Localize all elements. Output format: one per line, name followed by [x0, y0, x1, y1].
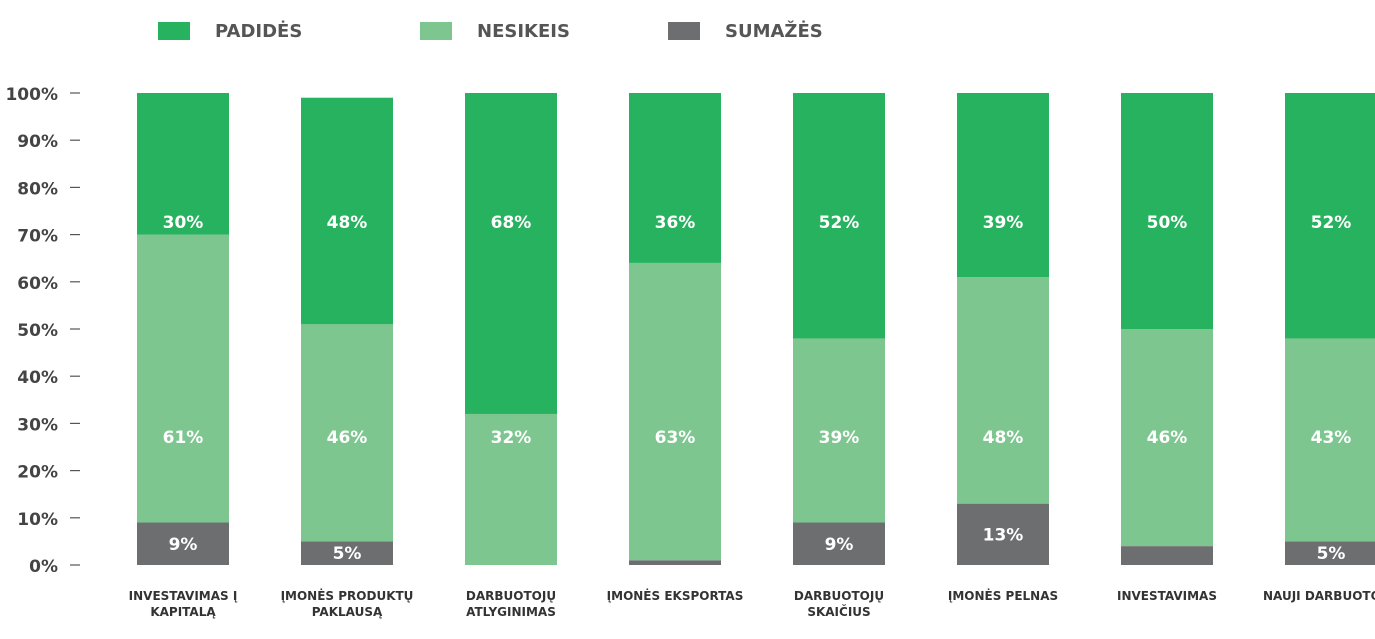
- bar-segment: [465, 93, 557, 414]
- y-tick-label: 60%: [17, 274, 58, 294]
- data-label: 63%: [655, 428, 696, 448]
- legend-swatch: [158, 22, 190, 40]
- data-label: 68%: [491, 213, 532, 233]
- bar-segment: [629, 262, 721, 561]
- legend-label: PADIDĖS: [215, 20, 302, 42]
- bar-segment: [137, 234, 229, 523]
- bar-segment: [793, 338, 885, 523]
- data-label: 52%: [1311, 213, 1352, 233]
- x-tick-label: NAUJI DARBUOTOJAI: [1263, 589, 1375, 603]
- data-label: 50%: [1147, 213, 1188, 233]
- y-tick-label: 80%: [17, 179, 58, 199]
- bar-segment: [793, 93, 885, 339]
- data-label: 46%: [1147, 428, 1188, 448]
- bar-segment: [629, 560, 721, 565]
- bar-segment: [301, 97, 393, 325]
- legend-swatch: [668, 22, 700, 40]
- bar-segment: [1121, 329, 1213, 547]
- bar-segment: [137, 93, 229, 235]
- x-tick-label: ĮMONĖS EKSPORTAS: [606, 589, 744, 603]
- data-label: 30%: [163, 213, 204, 233]
- y-tick-label: 0%: [29, 557, 58, 577]
- data-label: 48%: [327, 213, 368, 233]
- bar-segment: [137, 522, 229, 565]
- legend-label: SUMAŽĖS: [725, 20, 823, 42]
- x-tick-label: INVESTAVIMAS Į KAPITALĄ: [128, 589, 238, 619]
- data-label: 5%: [1317, 544, 1346, 564]
- bar-segment: [301, 324, 393, 542]
- x-tick-label: DARBUOTOJŲ ATLYGINIMAS: [465, 589, 557, 619]
- data-label: 13%: [983, 525, 1024, 545]
- data-label: 36%: [655, 213, 696, 233]
- bar-segment: [1121, 93, 1213, 329]
- data-label: 52%: [819, 213, 860, 233]
- x-tick-label: ĮMONĖS PRODUKTŲ PAKLAUSĄ: [280, 589, 414, 619]
- y-tick-label: 40%: [17, 368, 58, 388]
- bar-segment: [1285, 338, 1375, 542]
- x-tick-label: DARBUOTOJŲ SKAIČIUS: [793, 589, 885, 619]
- data-label: 39%: [983, 213, 1024, 233]
- y-tick-label: 20%: [17, 463, 58, 483]
- bar-segment: [629, 93, 721, 263]
- bar-segment: [957, 93, 1049, 278]
- y-tick-label: 30%: [17, 415, 58, 435]
- bar-segment: [793, 522, 885, 565]
- data-label: 32%: [491, 428, 532, 448]
- legend-swatch: [420, 22, 452, 40]
- bar-segment: [301, 541, 393, 565]
- x-tick-label: ĮMONĖS PELNAS: [947, 589, 1059, 603]
- data-label: 39%: [819, 428, 860, 448]
- bar-segment: [957, 503, 1049, 565]
- bar-segment: [1285, 93, 1375, 339]
- data-label: 46%: [327, 428, 368, 448]
- bar-segment: [1285, 541, 1375, 565]
- bar-segment: [957, 277, 1049, 504]
- y-tick-label: 10%: [17, 510, 58, 530]
- data-label: 9%: [169, 535, 198, 555]
- data-label: 43%: [1311, 428, 1352, 448]
- data-label: 9%: [825, 535, 854, 555]
- bar-segment: [1121, 546, 1213, 565]
- y-tick-label: 100%: [5, 85, 58, 105]
- data-label: 48%: [983, 428, 1024, 448]
- bar-segment: [465, 413, 557, 565]
- y-tick-label: 50%: [17, 321, 58, 341]
- data-label: 5%: [333, 544, 362, 564]
- x-tick-label: INVESTAVIMAS: [1117, 589, 1217, 603]
- data-label: 61%: [163, 428, 204, 448]
- y-tick-label: 70%: [17, 227, 58, 247]
- y-tick-label: 90%: [17, 132, 58, 152]
- legend-label: NESIKEIS: [477, 21, 570, 42]
